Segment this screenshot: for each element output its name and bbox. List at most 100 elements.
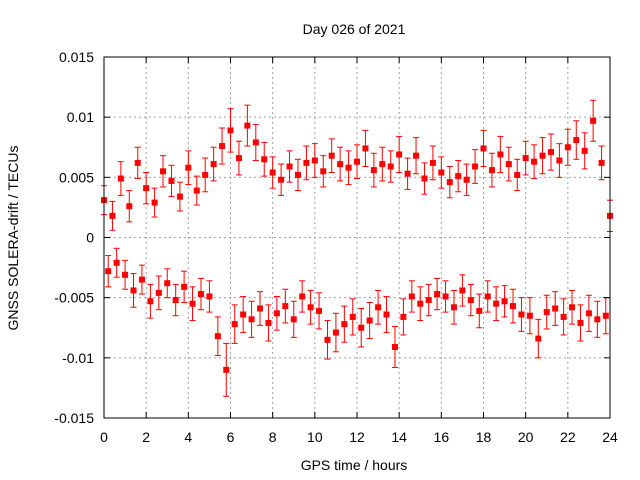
data-point [484,280,491,313]
data-point [497,135,504,174]
data-point [210,146,217,182]
data-marker [252,139,259,146]
data-point [493,286,500,322]
data-marker [282,303,289,310]
data-point [181,270,188,303]
data-marker [354,158,360,165]
data-point [387,150,394,183]
data-marker [105,268,112,275]
data-point [303,145,310,181]
data-point [552,291,559,326]
data-point [193,175,200,206]
data-point [164,268,171,299]
data-point [408,280,415,313]
x-tick-label: 2 [142,429,150,445]
data-point [349,298,356,336]
data-point [391,326,398,368]
data-marker [214,333,221,340]
x-axis-title: GPS time / hours [301,457,408,473]
data-point [354,144,360,180]
data-marker [577,319,584,326]
data-marker [303,159,310,166]
chart-title: Day 026 of 2021 [303,21,406,37]
data-point [366,301,373,340]
data-marker [387,163,394,170]
data-marker [425,297,432,304]
data-marker [311,157,318,164]
data-point [244,104,251,147]
data-point [472,149,479,184]
data-marker [155,289,162,296]
data-point [151,187,158,218]
data-point [294,158,301,192]
grid [104,57,610,418]
data-point [126,190,133,223]
x-tick-label: 10 [307,429,323,445]
data-marker [505,161,512,168]
y-tick-labels: -0.015 -0.01 -0.005 0 0.005 0.01 0.015 [54,49,94,426]
data-marker [320,168,327,175]
data-point [556,143,563,178]
data-point [130,273,137,308]
data-point [362,129,369,168]
data-marker [543,309,550,316]
data-marker [294,171,301,178]
data-marker [286,163,293,170]
data-point [219,127,226,165]
data-marker [526,312,533,319]
data-marker [396,151,403,158]
data-point [569,289,576,325]
data-marker [341,321,348,328]
data-point [510,288,517,324]
data-marker [417,300,424,307]
data-point [404,157,411,190]
data-marker [299,293,306,300]
data-marker [560,313,567,320]
data-point [480,129,487,168]
data-point [539,137,546,175]
data-marker [413,152,420,159]
data-point [585,294,592,332]
data-marker [265,319,272,326]
data-point [463,163,470,196]
data-point [185,150,192,186]
data-marker [219,143,226,150]
data-marker [109,212,116,219]
data-marker [480,145,487,152]
data-marker [518,311,525,318]
data-marker [375,304,382,311]
data-point [531,144,538,180]
data-point [240,295,247,334]
data-point [257,291,264,326]
data-point [417,286,424,322]
data-point [564,128,571,166]
data-point [455,159,462,193]
data-point [446,166,453,199]
data-marker [379,161,386,168]
data-marker [450,304,457,311]
data-point [202,157,209,193]
data-series [101,99,613,397]
data-marker [117,175,124,182]
data-point [514,158,521,192]
data-marker [408,293,415,300]
data-point [311,143,318,178]
data-marker [231,321,238,328]
data-point [273,295,280,331]
data-marker [189,300,196,307]
data-point [590,99,597,142]
data-marker [261,156,268,163]
y-tick-label: -0.005 [54,290,94,306]
data-point [501,285,508,318]
data-marker [248,316,255,323]
data-marker [429,159,436,166]
data-point [189,286,196,322]
data-marker [400,313,407,320]
data-point [341,305,348,343]
data-marker [463,176,470,183]
data-point [290,300,297,338]
data-marker [455,173,462,180]
data-marker [332,329,339,336]
data-marker [206,293,213,300]
data-marker [602,312,609,319]
